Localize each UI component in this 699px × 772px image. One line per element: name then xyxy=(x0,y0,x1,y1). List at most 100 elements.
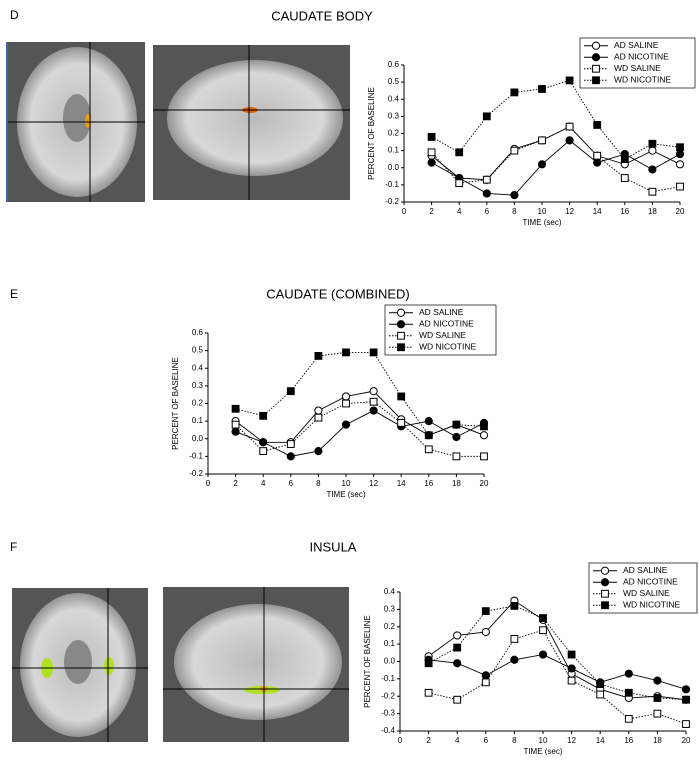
x-tick-label: 12 xyxy=(369,479,378,488)
legend-marker xyxy=(592,64,600,73)
marker xyxy=(480,422,488,431)
x-tick-label: 16 xyxy=(620,207,629,216)
legend-label: WD SALINE xyxy=(614,63,661,73)
marker xyxy=(539,626,547,635)
y-tick-label: 0.4 xyxy=(192,363,204,372)
x-tick-label: 2 xyxy=(429,207,434,216)
marker xyxy=(455,179,464,188)
marker xyxy=(681,685,691,694)
y-tick-label: 0.6 xyxy=(388,60,400,69)
x-tick-label: 6 xyxy=(485,207,490,216)
legend-label: AD NICOTINE xyxy=(623,577,678,587)
marker xyxy=(369,397,378,406)
y-tick-label: 0.1 xyxy=(192,416,204,425)
marker xyxy=(624,669,633,678)
marker xyxy=(648,139,657,148)
x-tick-label: 2 xyxy=(233,479,238,488)
y-tick-label: 0.6 xyxy=(192,328,204,337)
marker xyxy=(675,149,685,159)
y-tick-label: -0.3 xyxy=(381,709,395,718)
legend-label: WD NICOTINE xyxy=(419,342,476,352)
marker xyxy=(455,148,464,157)
y-tick-label: 0.4 xyxy=(384,587,396,596)
brain-image-axial xyxy=(12,588,148,742)
marker xyxy=(620,155,629,164)
legend-marker xyxy=(591,41,601,50)
y-tick-label: 0.1 xyxy=(388,146,400,155)
x-tick-label: 8 xyxy=(316,479,321,488)
marker xyxy=(648,187,657,196)
panel-letter: E xyxy=(10,287,18,301)
x-tick-label: 20 xyxy=(480,479,489,488)
y-tick-label: 0.0 xyxy=(388,163,400,172)
marker xyxy=(539,614,547,622)
marker xyxy=(427,133,436,141)
x-tick-label: 0 xyxy=(398,736,403,745)
y-tick-label: 0.0 xyxy=(384,657,396,666)
x-tick-label: 0 xyxy=(402,207,407,216)
series-line xyxy=(431,126,681,193)
marker xyxy=(286,387,295,396)
marker xyxy=(259,411,268,420)
marker xyxy=(482,112,491,121)
x-tick-label: 18 xyxy=(653,736,662,745)
marker xyxy=(427,148,436,157)
marker xyxy=(567,676,576,685)
marker xyxy=(342,348,350,357)
marker xyxy=(231,420,240,429)
x-axis-label: TIME (sec) xyxy=(326,490,365,499)
brain-image-sagittal xyxy=(163,587,349,742)
marker xyxy=(259,438,268,447)
legend-marker xyxy=(601,589,609,598)
chart: D CAUDATE BODY -0.2 -0.1 0.0 0.1 0.2 0.3 0.4 0.5 0… xyxy=(10,8,696,227)
marker xyxy=(676,143,684,152)
x-tick-label: 10 xyxy=(538,207,547,216)
marker xyxy=(314,352,323,360)
x-tick-label: 4 xyxy=(261,479,266,488)
marker xyxy=(479,431,489,440)
legend-marker xyxy=(396,320,406,329)
x-tick-label: 14 xyxy=(596,736,605,745)
x-tick-label: 4 xyxy=(455,736,460,745)
marker xyxy=(481,678,490,687)
legend-marker xyxy=(591,53,601,62)
chart-title: CAUDATE BODY xyxy=(271,8,373,23)
marker xyxy=(452,452,461,461)
x-tick-label: 14 xyxy=(397,479,406,488)
marker xyxy=(369,387,378,396)
y-tick-label: 0.2 xyxy=(388,129,400,138)
x-axis-label: TIME (sec) xyxy=(522,218,561,227)
marker xyxy=(424,445,433,454)
series-line xyxy=(235,390,485,443)
legend-label: AD SALINE xyxy=(623,565,668,575)
y-tick-label: 0.0 xyxy=(192,434,204,443)
legend-label: WD SALINE xyxy=(623,588,670,598)
legend-label: WD NICOTINE xyxy=(623,600,680,610)
series-line xyxy=(431,126,681,181)
y-tick-label: -0.1 xyxy=(381,674,395,683)
y-tick-label: -0.2 xyxy=(381,691,395,700)
marker xyxy=(538,85,546,93)
marker xyxy=(342,399,350,408)
marker xyxy=(593,158,602,167)
marker xyxy=(481,607,490,616)
x-tick-label: 18 xyxy=(648,207,657,216)
marker xyxy=(624,714,633,723)
x-tick-label: 10 xyxy=(342,479,351,488)
marker xyxy=(653,694,662,702)
marker xyxy=(369,348,378,357)
x-tick-label: 20 xyxy=(676,207,685,216)
marker xyxy=(314,446,323,456)
brain-image-axial xyxy=(6,42,145,202)
x-tick-label: 6 xyxy=(484,736,489,745)
chart: E CAUDATE (COMBINED) -0.2 -0.1 0.0 0.1 0.2 0.3 0… xyxy=(10,286,497,499)
marker xyxy=(424,688,433,697)
y-tick-label: 0.3 xyxy=(388,111,400,120)
marker xyxy=(481,627,490,637)
marker xyxy=(452,432,461,442)
marker xyxy=(648,165,657,174)
marker xyxy=(482,175,491,184)
marker xyxy=(397,392,406,401)
